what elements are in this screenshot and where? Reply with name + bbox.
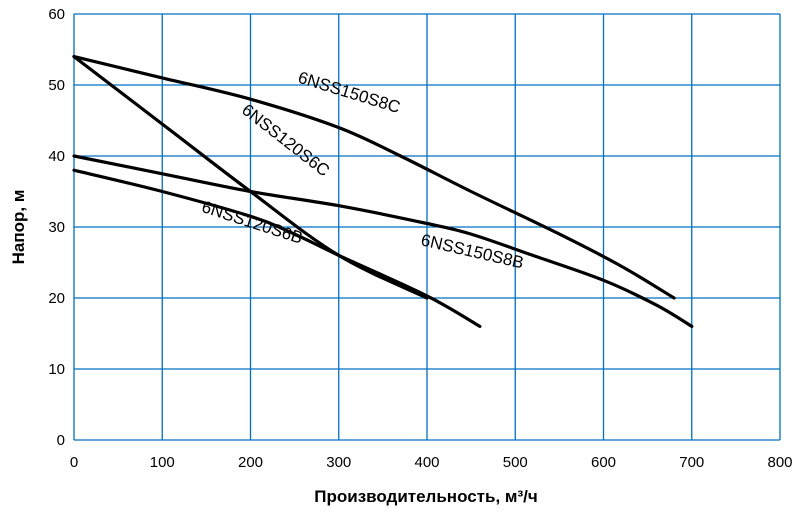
series-line-6nss120s6b [72, 168, 482, 328]
x-tick-label: 300 [326, 454, 351, 471]
x-tick-label: 700 [679, 454, 704, 471]
x-axis-tick-labels: 0 100 200 300 400 500 600 700 800 [70, 454, 793, 471]
series-label-6nss150s8c: 6NSS150S8C [296, 68, 403, 117]
x-tick-label: 800 [767, 454, 792, 471]
y-tick-label: 0 [57, 432, 65, 449]
y-tick-label: 10 [48, 361, 65, 378]
x-tick-label: 200 [238, 454, 263, 471]
horizontal-gridlines [74, 13, 780, 441]
y-tick-label: 30 [48, 219, 65, 236]
y-tick-label: 20 [48, 290, 65, 307]
y-axis-title: Напор, м [9, 190, 28, 265]
x-tick-label: 600 [591, 454, 616, 471]
series-label-6nss120s6c: 6NSS120S6C [238, 100, 333, 180]
x-tick-label: 0 [70, 454, 78, 471]
x-tick-label: 500 [503, 454, 528, 471]
x-tick-label: 400 [414, 454, 439, 471]
y-tick-label: 50 [48, 77, 65, 94]
y-axis-tick-labels: 0 10 20 30 40 50 60 [48, 6, 65, 449]
y-tick-label: 60 [48, 6, 65, 23]
x-axis-title: Производительность, м³/ч [314, 487, 537, 506]
series-line-6nss150s8b [72, 154, 694, 328]
series-lines [72, 55, 694, 328]
series-label-6nss150s8b: 6NSS150S8B [419, 230, 525, 272]
y-tick-label: 40 [48, 148, 65, 165]
series-line-6nss150s8c [72, 55, 676, 300]
x-tick-label: 100 [150, 454, 175, 471]
